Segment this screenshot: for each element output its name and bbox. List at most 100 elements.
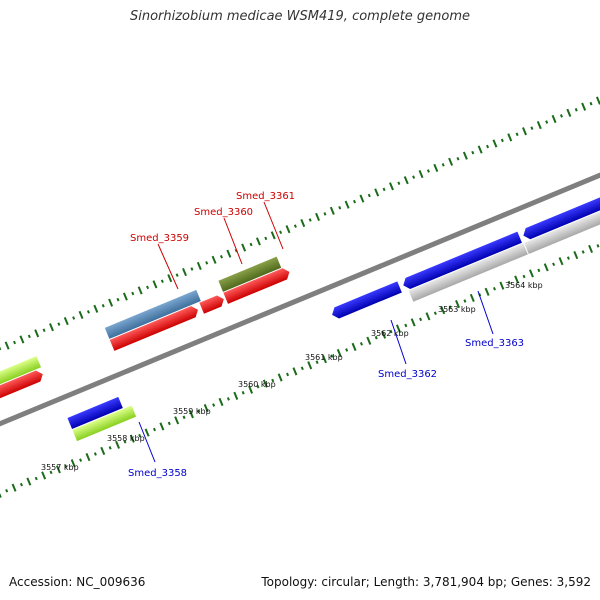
tick-minor — [0, 346, 2, 351]
tick-label: 3564 kbp — [505, 281, 543, 290]
tick-minor — [500, 138, 504, 143]
gene-block-smed-3359[interactable] — [104, 289, 201, 339]
tick-major — [395, 324, 401, 333]
gene-arrow-reverse[interactable] — [521, 196, 600, 241]
tick-minor — [241, 391, 245, 395]
tick-major — [418, 170, 424, 179]
tick-minor — [300, 366, 304, 371]
tick-minor — [507, 280, 511, 285]
gene-arrow-reverse[interactable] — [401, 231, 522, 291]
tick-major — [448, 157, 454, 166]
gene-block-smed-3363[interactable] — [408, 243, 528, 302]
tick-major — [389, 182, 394, 191]
gene-arrow-forward[interactable] — [109, 304, 201, 351]
tick-major — [159, 422, 165, 431]
gene-label-smed-3359[interactable]: Smed_3359 — [130, 233, 189, 244]
tick-minor — [338, 206, 342, 210]
tick-label: 3558 kbp — [107, 434, 145, 443]
gene-block-smed-3358[interactable] — [72, 405, 137, 442]
tick-minor — [581, 250, 585, 254]
genome-backbone — [0, 136, 600, 463]
gene-label-smed-3358[interactable]: Smed_3358 — [128, 468, 187, 479]
tick-major — [41, 471, 47, 480]
tick-minor — [219, 254, 223, 259]
gene-label-smed-3360[interactable]: Smed_3360 — [194, 207, 253, 218]
tick-major — [522, 127, 527, 136]
tick-minor — [566, 256, 570, 260]
tick-label: 3559 kbp — [173, 407, 211, 416]
tick-major — [85, 453, 91, 462]
tick-minor — [131, 291, 135, 296]
reverse-strand — [67, 196, 600, 442]
tick-minor — [456, 157, 460, 161]
tick-minor — [27, 334, 31, 339]
tick-major — [285, 225, 291, 234]
tick-minor — [101, 303, 105, 308]
tick-minor — [559, 114, 563, 118]
tick-major — [462, 151, 468, 160]
tick-minor — [374, 335, 378, 340]
tick-minor — [537, 268, 541, 273]
tick-major — [329, 206, 335, 215]
tick-minor — [315, 360, 319, 364]
tick-label: 3557 kbp — [41, 463, 79, 472]
tick-major — [359, 194, 365, 203]
tick-minor — [146, 285, 150, 290]
tick-minor — [123, 440, 127, 444]
tick-minor — [212, 403, 216, 407]
tick-minor — [530, 126, 534, 130]
gene-arrow-forward[interactable] — [223, 266, 291, 304]
tick-major — [566, 108, 572, 117]
tick-minor — [426, 169, 430, 173]
tick-major — [196, 261, 202, 271]
gene-labels: Smed_3359 Smed_3360 Smed_3361 Smed_3358 … — [128, 191, 524, 479]
gene-block-lime[interactable] — [0, 356, 42, 398]
tick-major — [218, 397, 224, 407]
tick-major — [514, 275, 520, 284]
tick-minor — [197, 409, 201, 413]
gene-arrow-forward[interactable] — [199, 294, 226, 314]
tick-label: 3562 kbp — [371, 329, 409, 338]
tick-minor — [182, 415, 186, 420]
tick-major — [469, 293, 475, 302]
tick-major — [11, 483, 17, 492]
tick-minor — [19, 482, 23, 487]
tick-minor — [389, 329, 393, 334]
tick-major — [277, 373, 283, 382]
gene-block-blue[interactable] — [67, 396, 123, 430]
tick-major — [322, 355, 327, 364]
tick-major — [100, 446, 106, 456]
tick-major — [93, 304, 99, 313]
gene-label-smed-3363[interactable]: Smed_3363 — [465, 338, 524, 349]
gene-arrow-forward[interactable] — [0, 369, 45, 410]
tick-minor — [190, 267, 194, 271]
tick-major — [262, 379, 268, 388]
gene-label-smed-3361[interactable]: Smed_3361 — [236, 191, 295, 202]
gene-label-smed-3362[interactable]: Smed_3362 — [378, 369, 437, 380]
gene-block-gray[interactable] — [524, 204, 600, 254]
tick-minor — [515, 132, 519, 137]
tick-minor — [5, 489, 9, 493]
gene-block-smed-3361[interactable] — [218, 256, 282, 292]
tick-major — [248, 385, 254, 394]
tick-major — [477, 145, 483, 154]
tick-major — [203, 404, 209, 413]
tick-major — [315, 212, 321, 222]
tick-minor — [463, 299, 467, 303]
tick-minor — [167, 421, 171, 426]
tick-minor — [522, 274, 526, 279]
accession-text: Accession: NC_009636 — [9, 575, 146, 589]
tick-major — [63, 316, 69, 326]
tick-major — [188, 410, 194, 419]
tick-major — [137, 286, 143, 295]
tick-minor — [471, 150, 475, 155]
tick-major — [55, 465, 61, 474]
tick-major — [507, 133, 513, 142]
tick-minor — [359, 342, 363, 346]
forward-strand — [0, 256, 291, 410]
tick-minor — [308, 218, 312, 222]
gene-arrow-smed-3362[interactable] — [330, 281, 402, 320]
tick-major — [167, 274, 173, 283]
tick-minor — [226, 397, 230, 401]
